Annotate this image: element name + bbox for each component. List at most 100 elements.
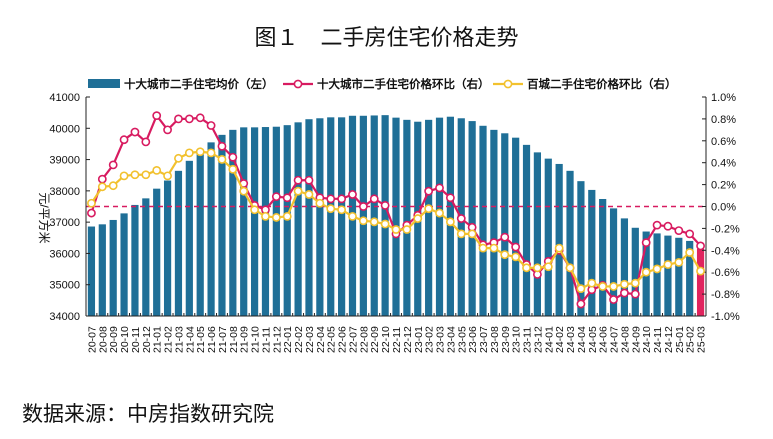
baicheng-mom-point [315,198,325,208]
x-tick-label: 24-04 [576,326,588,353]
bar [501,133,509,316]
baicheng-mom-point [337,205,347,215]
baicheng-mom-point [391,225,401,234]
baicheng-mom-point [641,267,651,277]
left-tick-label: 38000 [49,186,80,198]
x-tick-label: 25-01 [674,326,686,353]
baicheng-mom-point [380,219,390,229]
bar [675,237,683,316]
top10-mom-point [141,137,151,147]
x-tick-label: 23-03 [435,326,447,353]
top10-mom-point [630,289,640,299]
x-tick-label: 22-08 [358,326,370,353]
baicheng-mom-point [696,266,705,276]
top10-mom-point [663,221,673,231]
x-tick-label: 21-12 [271,326,283,353]
top10-mom-point [293,175,303,185]
top10-mom-point [696,241,705,251]
left-tick-label: 37000 [49,217,80,229]
x-tick-label: 24-12 [663,326,675,353]
bar [207,142,215,316]
baicheng-mom-point [478,243,488,253]
bar [620,218,629,316]
top10-mom-point [456,214,466,223]
bar [163,180,172,316]
top10-mom-point [358,202,368,211]
top10-mom-point [369,194,379,204]
bar [588,189,596,316]
legend-label: 十大城市二手住宅价格环比（右） [317,77,490,91]
bar [142,198,150,316]
bar [240,127,248,317]
bar [131,204,139,316]
top10-mom-point [184,114,194,124]
bar [229,129,237,316]
x-tick-label: 23-04 [445,326,457,353]
right-tick-label: 1.0% [711,92,736,104]
baicheng-mom-point [511,252,521,262]
top10-mom-point [685,229,695,239]
bar [566,170,574,316]
x-tick-label: 20-12 [141,326,153,353]
x-tick-label: 22-09 [369,326,381,353]
bar [555,163,563,316]
bar [533,152,542,316]
bar [250,127,259,317]
bar [599,198,607,316]
baicheng-mom-point [358,216,368,226]
top10-mom-point [641,238,651,248]
x-tick-label: 21-11 [260,327,272,353]
x-tick-label: 24-09 [630,326,642,353]
baicheng-mom-point [217,155,227,164]
bar [359,115,367,317]
baicheng-mom-point [413,214,423,223]
x-tick-label: 22-10 [380,326,392,353]
baicheng-mom-point [533,263,542,273]
baicheng-mom-point [97,182,107,192]
legend-marker [503,79,513,89]
top10-mom-point [652,220,662,230]
top10-mom-point [674,226,684,235]
right-tick-label: -0.8% [711,289,740,301]
x-tick-label: 23-06 [467,326,479,353]
left-tick-label: 41000 [49,92,80,104]
x-tick-label: 22-04 [315,326,327,353]
baicheng-mom-point [467,229,477,239]
bar [664,235,672,316]
bar [653,233,661,316]
x-tick-label: 20-11 [130,327,142,353]
baicheng-mom-point [565,263,575,273]
top10-mom-point [304,175,314,185]
top10-mom-point [511,242,521,252]
x-tick-label: 23-01 [413,326,425,353]
top10-mom-point [108,160,118,170]
baicheng-mom-point [348,211,357,221]
x-tick-label: 22-01 [282,326,294,353]
baicheng-mom-point [250,205,259,215]
legend-label: 百城二手住宅价格环比（右） [527,77,677,91]
left-tick-label: 39000 [49,155,80,167]
baicheng-mom-point [652,264,662,274]
baicheng-mom-point [663,260,673,269]
baicheng-mom-point [195,147,205,157]
top10-mom-point [97,174,107,184]
bar [153,188,161,316]
legend-label: 十大城市二手住宅均价（左） [124,77,274,91]
baicheng-mom-point [554,243,564,253]
bar [490,129,498,316]
x-tick-label: 24-08 [619,326,631,353]
baicheng-mom-point [489,243,499,253]
x-tick-label: 22-07 [347,326,359,353]
x-tick-label: 21-07 [217,326,229,353]
baicheng-mom-point [119,171,129,181]
bar [218,134,226,316]
top10-mom-point [337,194,347,204]
x-tick-label: 21-05 [195,326,207,353]
x-tick-label: 24-07 [609,326,621,353]
bar [174,170,183,316]
x-tick-label: 21-02 [163,326,175,353]
left-tick-label: 35000 [49,280,80,292]
baicheng-mom-point [369,217,379,227]
bar [109,219,117,316]
top10-mom-point [119,135,129,145]
